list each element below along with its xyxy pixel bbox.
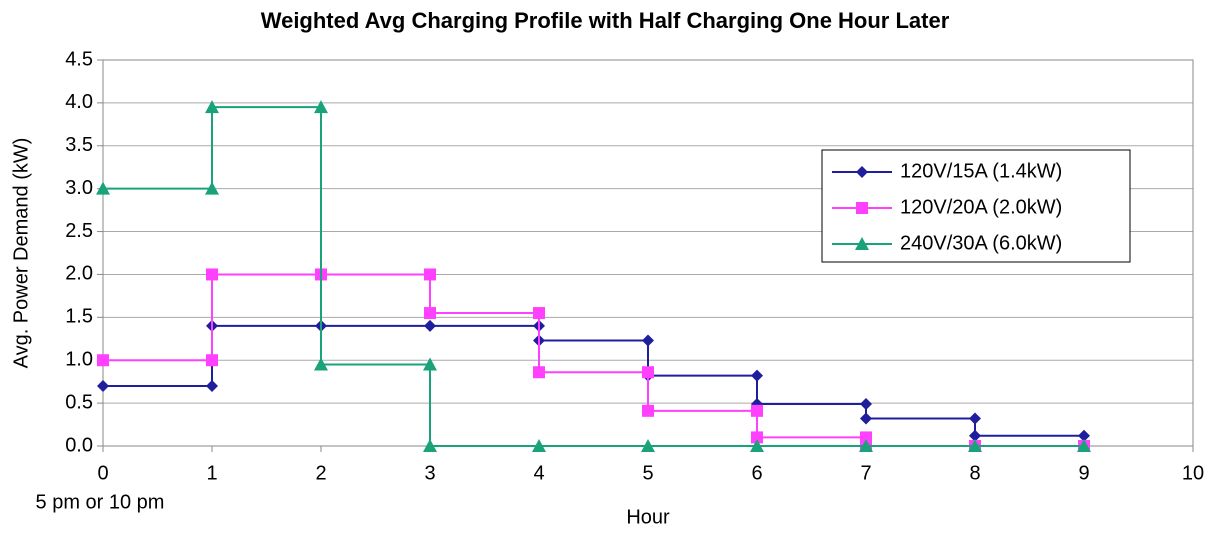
- data-point: [969, 429, 981, 442]
- y-tick-label: 1.0: [65, 349, 93, 371]
- annotation: 5 pm or 10 pm: [36, 491, 165, 513]
- x-tick-label: 10: [1182, 462, 1204, 484]
- legend-label: 240V/30A (6.0kW): [900, 232, 1062, 254]
- data-point: [1078, 429, 1090, 442]
- data-point: [641, 439, 655, 452]
- y-tick-label: 2.0: [65, 263, 93, 285]
- data-point: [751, 431, 763, 444]
- data-point: [1077, 439, 1091, 452]
- series-line: [103, 324, 1084, 437]
- x-tick-label: 4: [533, 462, 544, 484]
- legend-label: 120V/15A (1.4kW): [900, 160, 1062, 182]
- data-point: [206, 354, 218, 367]
- data-point: [642, 366, 654, 379]
- data-point: [860, 412, 872, 425]
- data-point: [205, 181, 219, 195]
- data-point: [751, 369, 763, 382]
- y-tick-label: 2.5: [65, 220, 93, 242]
- data-point: [206, 379, 218, 392]
- x-tick-label: 0: [97, 462, 108, 484]
- chart-title: Weighted Avg Charging Profile with Half …: [261, 8, 950, 33]
- data-point: [205, 100, 219, 114]
- data-point: [423, 439, 437, 452]
- data-point: [642, 404, 654, 417]
- x-tick-label: 2: [315, 462, 326, 484]
- data-point: [751, 404, 763, 417]
- y-tick-label: 0.0: [65, 434, 93, 456]
- x-axis-label: Hour: [626, 506, 670, 528]
- y-tick-label: 4.5: [65, 48, 93, 70]
- data-point: [314, 357, 328, 371]
- y-tick-label: 0.5: [65, 391, 93, 413]
- x-tick-label: 9: [1078, 462, 1089, 484]
- data-point: [314, 100, 328, 114]
- y-tick-label: 3.5: [65, 134, 93, 156]
- x-tick-label: 5: [642, 462, 653, 484]
- data-point: [533, 366, 545, 379]
- data-point: [859, 439, 873, 452]
- data-point: [424, 307, 436, 320]
- x-tick-label: 7: [860, 462, 871, 484]
- data-point: [424, 268, 436, 281]
- data-point: [97, 379, 109, 392]
- data-point: [96, 181, 110, 195]
- data-point: [97, 354, 109, 367]
- data-point: [969, 412, 981, 425]
- data-point: [750, 439, 764, 452]
- data-point: [424, 319, 436, 332]
- y-axis-label: Avg. Power Demand (kW): [10, 138, 32, 369]
- y-tick-label: 1.5: [65, 306, 93, 328]
- data-point: [968, 439, 982, 452]
- data-point: [423, 357, 437, 371]
- x-tick-label: 3: [424, 462, 435, 484]
- x-tick-label: 6: [751, 462, 762, 484]
- y-tick-label: 3.0: [65, 177, 93, 199]
- data-point: [860, 397, 872, 410]
- data-point: [533, 307, 545, 320]
- x-tick-label: 8: [969, 462, 980, 484]
- y-tick-label: 4.0: [65, 91, 93, 113]
- data-point: [206, 268, 218, 281]
- legend-marker: [856, 166, 868, 178]
- x-tick-label: 1: [206, 462, 217, 484]
- legend-label: 120V/20A (2.0kW): [900, 196, 1062, 218]
- legend-marker: [855, 237, 869, 250]
- data-point: [532, 439, 546, 452]
- legend-marker: [856, 202, 868, 214]
- data-point: [642, 334, 654, 347]
